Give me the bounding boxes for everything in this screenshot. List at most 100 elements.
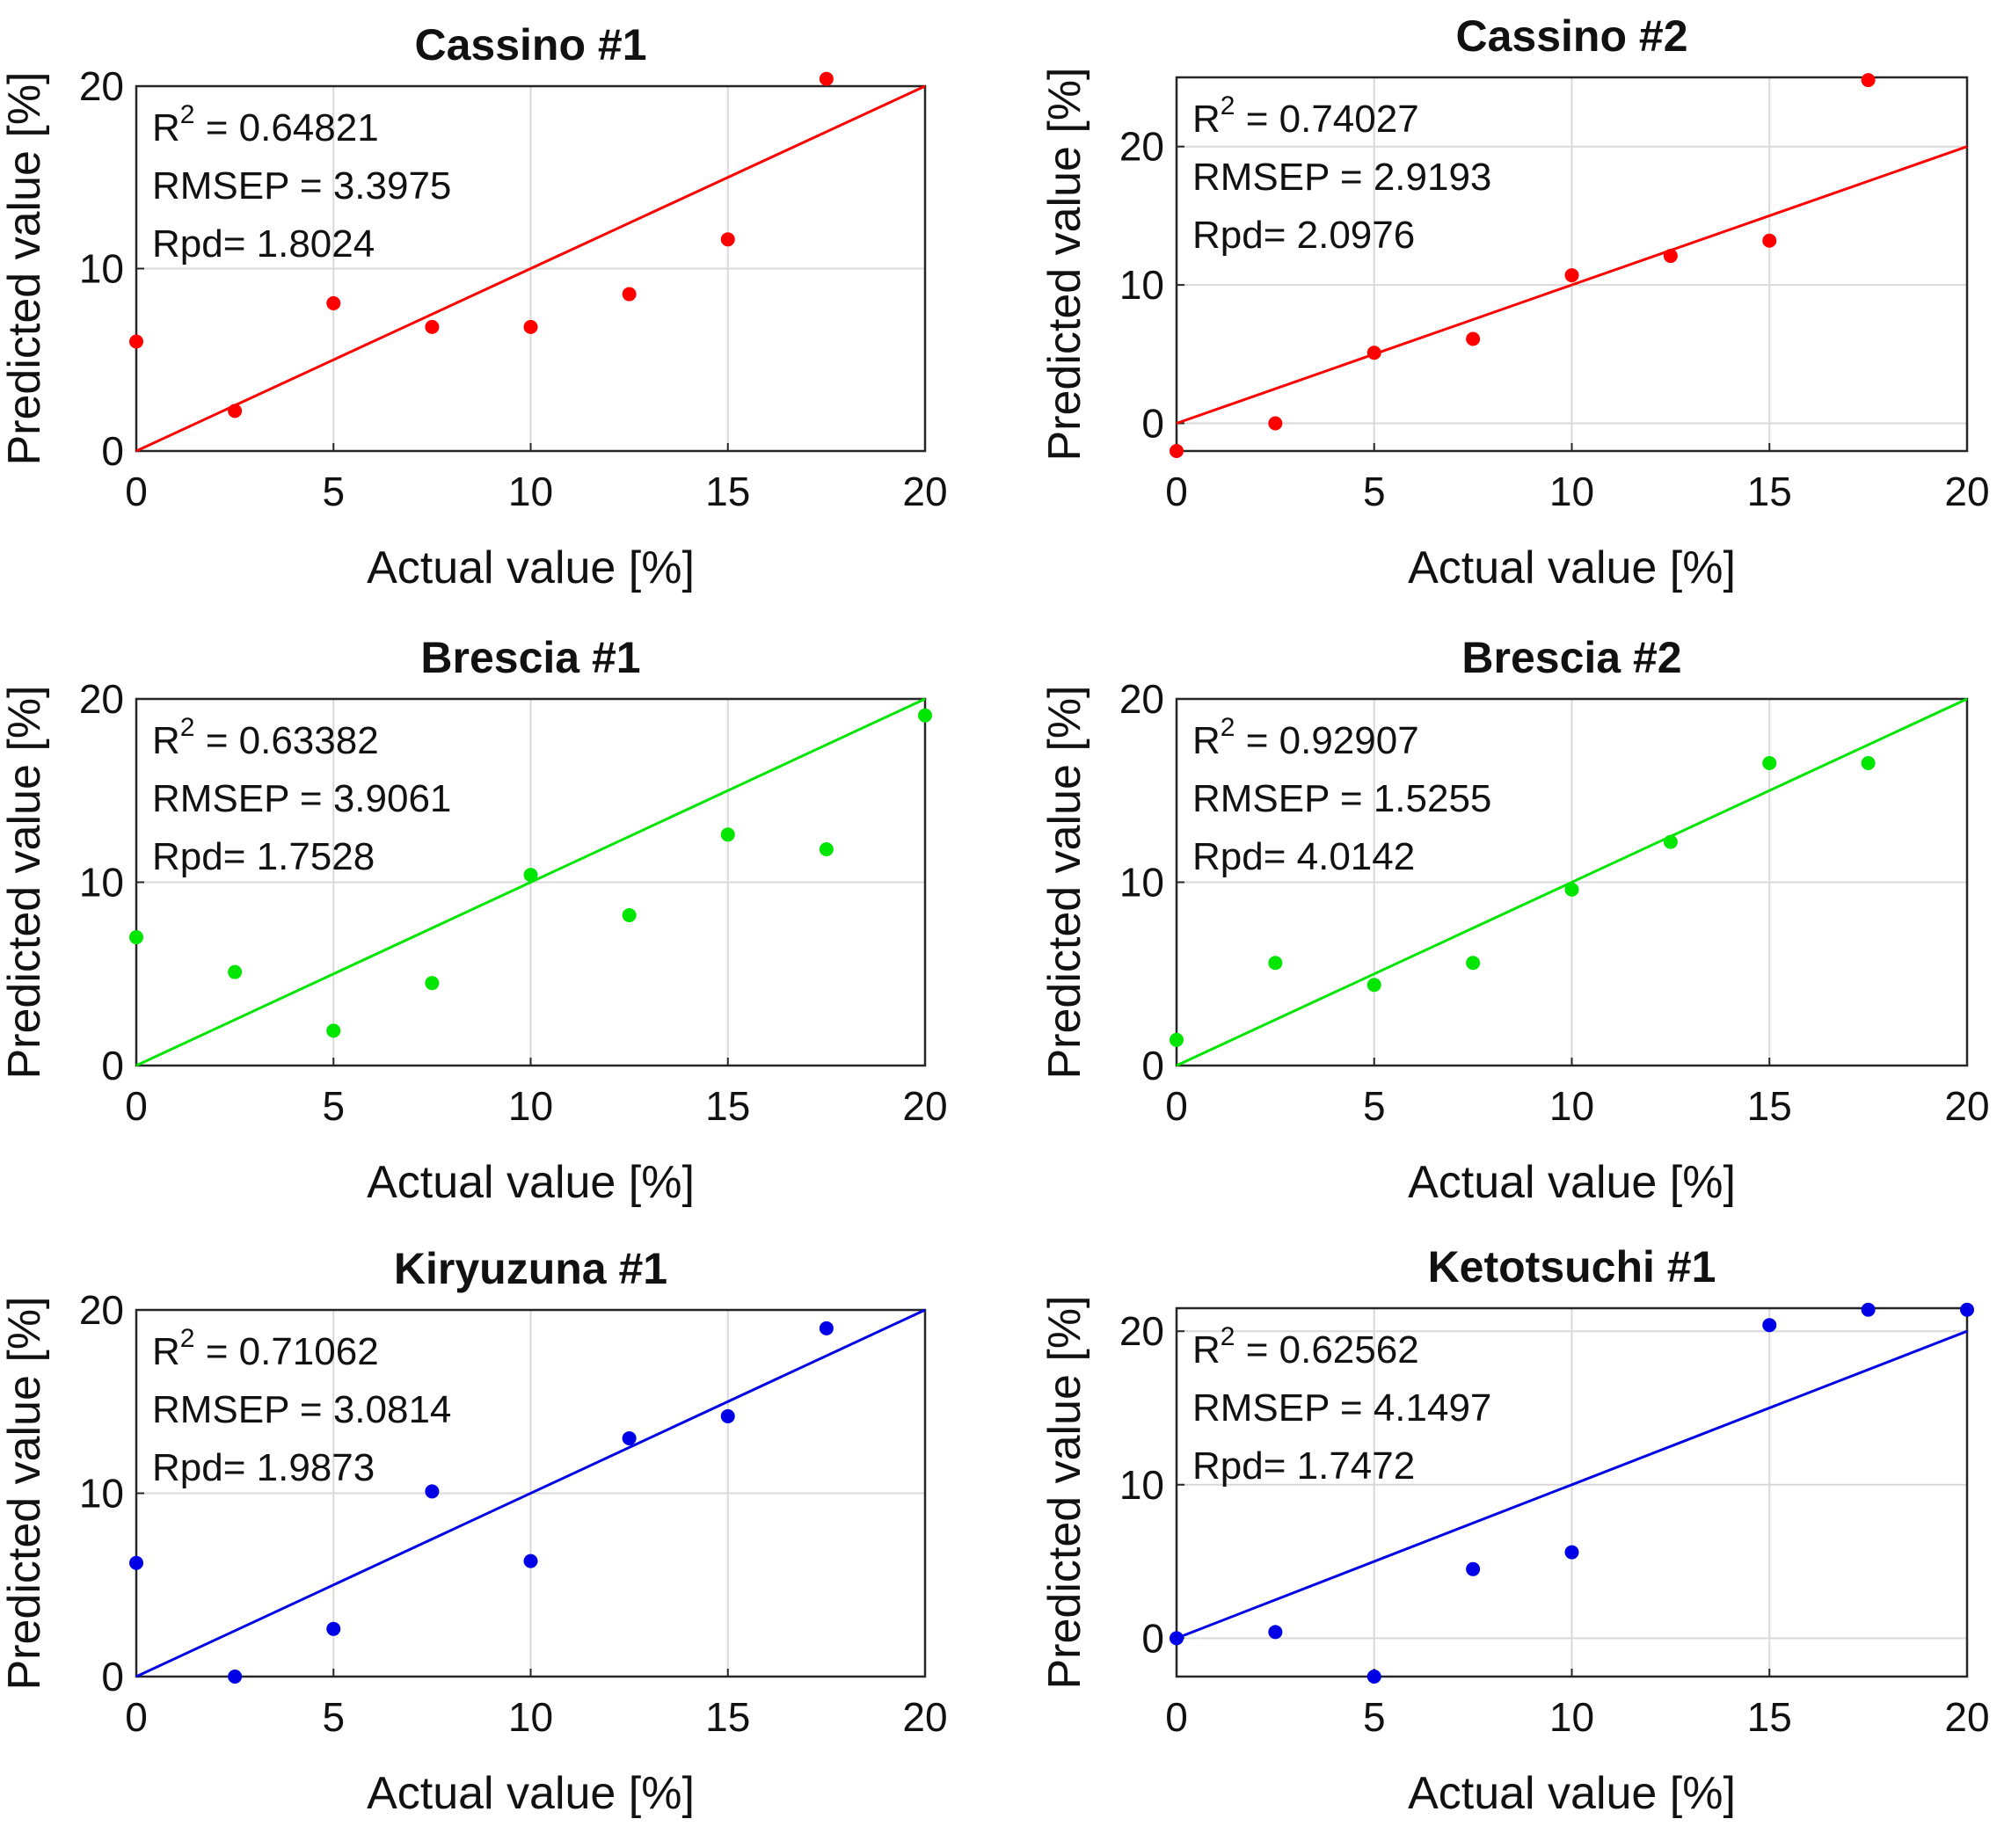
reference-line xyxy=(135,1308,926,1678)
x-tick-label: 10 xyxy=(508,469,553,514)
data-point xyxy=(1268,1625,1283,1640)
reference-line xyxy=(1176,697,1968,1067)
y-axis-label: Predicted value [%] xyxy=(0,685,50,1079)
data-point xyxy=(1861,1302,1876,1317)
y-tick-label: 20 xyxy=(79,1287,124,1333)
reference-line xyxy=(1176,145,1968,425)
data-point xyxy=(1170,1631,1184,1646)
x-tick-label: 5 xyxy=(322,1694,345,1740)
chart-title: Brescia #2 xyxy=(1461,633,1681,682)
y-tick-label: 20 xyxy=(79,63,124,109)
reference-line xyxy=(135,84,926,453)
x-tick-label: 20 xyxy=(1944,1694,1989,1740)
stat-r2-superscript: 2 xyxy=(1221,713,1235,742)
data-point xyxy=(1366,978,1381,993)
y-tick-label: 20 xyxy=(1119,676,1164,722)
x-tick-label: 0 xyxy=(1165,469,1188,514)
y-axis-label: Predicted value [%] xyxy=(0,1296,50,1690)
stat-r2: R2 = 0.71062 xyxy=(152,1324,379,1373)
stat-rmsep: RMSEP = 1.5255 xyxy=(1192,777,1491,820)
stat-r2-superscript: 2 xyxy=(180,1324,195,1353)
data-point xyxy=(1960,1302,1974,1317)
data-point xyxy=(1366,346,1381,360)
y-axis-label: Predicted value [%] xyxy=(0,71,50,465)
data-point xyxy=(129,930,143,945)
y-tick-label: 10 xyxy=(1119,860,1164,906)
data-point xyxy=(1466,331,1481,346)
data-point xyxy=(1663,834,1678,849)
x-tick-label: 0 xyxy=(125,1694,148,1740)
data-point xyxy=(326,1023,341,1038)
data-point xyxy=(1268,956,1283,971)
stat-r2-equals: = xyxy=(194,106,238,149)
y-tick-label: 10 xyxy=(1119,262,1164,308)
data-point xyxy=(228,1670,243,1684)
x-tick-label: 15 xyxy=(1747,1083,1792,1129)
data-point xyxy=(1466,1561,1481,1576)
y-tick-label: 0 xyxy=(101,1654,124,1699)
x-tick-label: 15 xyxy=(1747,1694,1792,1740)
x-tick-label: 20 xyxy=(902,1694,947,1740)
reference-line xyxy=(135,697,926,1067)
y-tick-label: 20 xyxy=(1119,1308,1164,1354)
data-point xyxy=(129,1555,143,1570)
y-tick-label: 20 xyxy=(1119,124,1164,170)
y-tick-label: 0 xyxy=(1141,1043,1164,1088)
stat-r2: R2 = 0.64821 xyxy=(152,100,379,149)
reference-line xyxy=(1176,1329,1968,1640)
stat-rpd: Rpd= 1.8024 xyxy=(152,222,375,266)
data-point xyxy=(228,964,243,979)
chart-title: Brescia #1 xyxy=(420,633,640,682)
x-axis-label: Actual value [%] xyxy=(367,542,695,593)
data-point xyxy=(1762,1318,1777,1333)
y-tick-label: 10 xyxy=(79,860,124,906)
chart-title: Ketotsuchi #1 xyxy=(1428,1242,1716,1291)
stat-rmsep: RMSEP = 3.3975 xyxy=(152,164,451,207)
stat-r2-equals: = xyxy=(1235,98,1279,141)
data-point xyxy=(1663,249,1678,264)
x-tick-label: 10 xyxy=(1549,469,1594,514)
stat-r2: R2 = 0.92907 xyxy=(1192,713,1419,762)
stat-rmsep: RMSEP = 4.1497 xyxy=(1192,1386,1491,1430)
x-tick-label: 10 xyxy=(1549,1694,1594,1740)
stat-r2-equals: = xyxy=(194,719,238,762)
stat-r2-superscript: 2 xyxy=(180,100,195,129)
x-tick-label: 5 xyxy=(322,1083,345,1129)
y-tick-label: 10 xyxy=(79,246,124,292)
chart-title: Cassino #2 xyxy=(1455,11,1687,61)
x-tick-label: 10 xyxy=(508,1694,553,1740)
data-point xyxy=(425,319,440,334)
data-point xyxy=(720,827,735,842)
x-axis-label: Actual value [%] xyxy=(1408,1157,1736,1208)
stat-r2: R2 = 0.62562 xyxy=(1192,1322,1419,1371)
stat-r2-equals: = xyxy=(194,1330,238,1373)
stat-r2-value: 0.92907 xyxy=(1279,719,1419,762)
data-point xyxy=(622,908,637,923)
data-point xyxy=(622,1430,637,1445)
stat-rpd: Rpd= 1.9873 xyxy=(152,1446,375,1489)
data-point xyxy=(326,295,341,310)
data-point xyxy=(1268,416,1283,431)
data-point xyxy=(720,232,735,247)
stat-r2-symbol: R xyxy=(152,1330,180,1373)
stat-rpd: Rpd= 4.0142 xyxy=(1192,835,1415,878)
data-point xyxy=(1170,444,1184,458)
data-point xyxy=(819,71,834,86)
data-point xyxy=(1762,233,1777,248)
stat-r2-value: 0.63382 xyxy=(239,719,379,762)
x-tick-label: 0 xyxy=(1165,1694,1188,1740)
chart-title: Kiryuzuna #1 xyxy=(394,1244,667,1293)
stat-rmsep: RMSEP = 3.9061 xyxy=(152,777,451,820)
x-tick-label: 0 xyxy=(125,1083,148,1129)
y-axis-label: Predicted value [%] xyxy=(1039,1295,1090,1689)
data-point xyxy=(1466,956,1481,971)
y-tick-label: 0 xyxy=(1141,401,1164,447)
stat-r2-value: 0.74027 xyxy=(1279,98,1419,141)
stat-r2-value: 0.64821 xyxy=(239,106,379,149)
stat-rpd: Rpd= 1.7472 xyxy=(1192,1444,1415,1488)
x-tick-label: 5 xyxy=(1363,1083,1386,1129)
stat-r2-equals: = xyxy=(1235,719,1279,762)
data-point xyxy=(228,404,243,418)
x-axis-label: Actual value [%] xyxy=(367,1157,695,1208)
x-tick-label: 20 xyxy=(1944,469,1989,514)
